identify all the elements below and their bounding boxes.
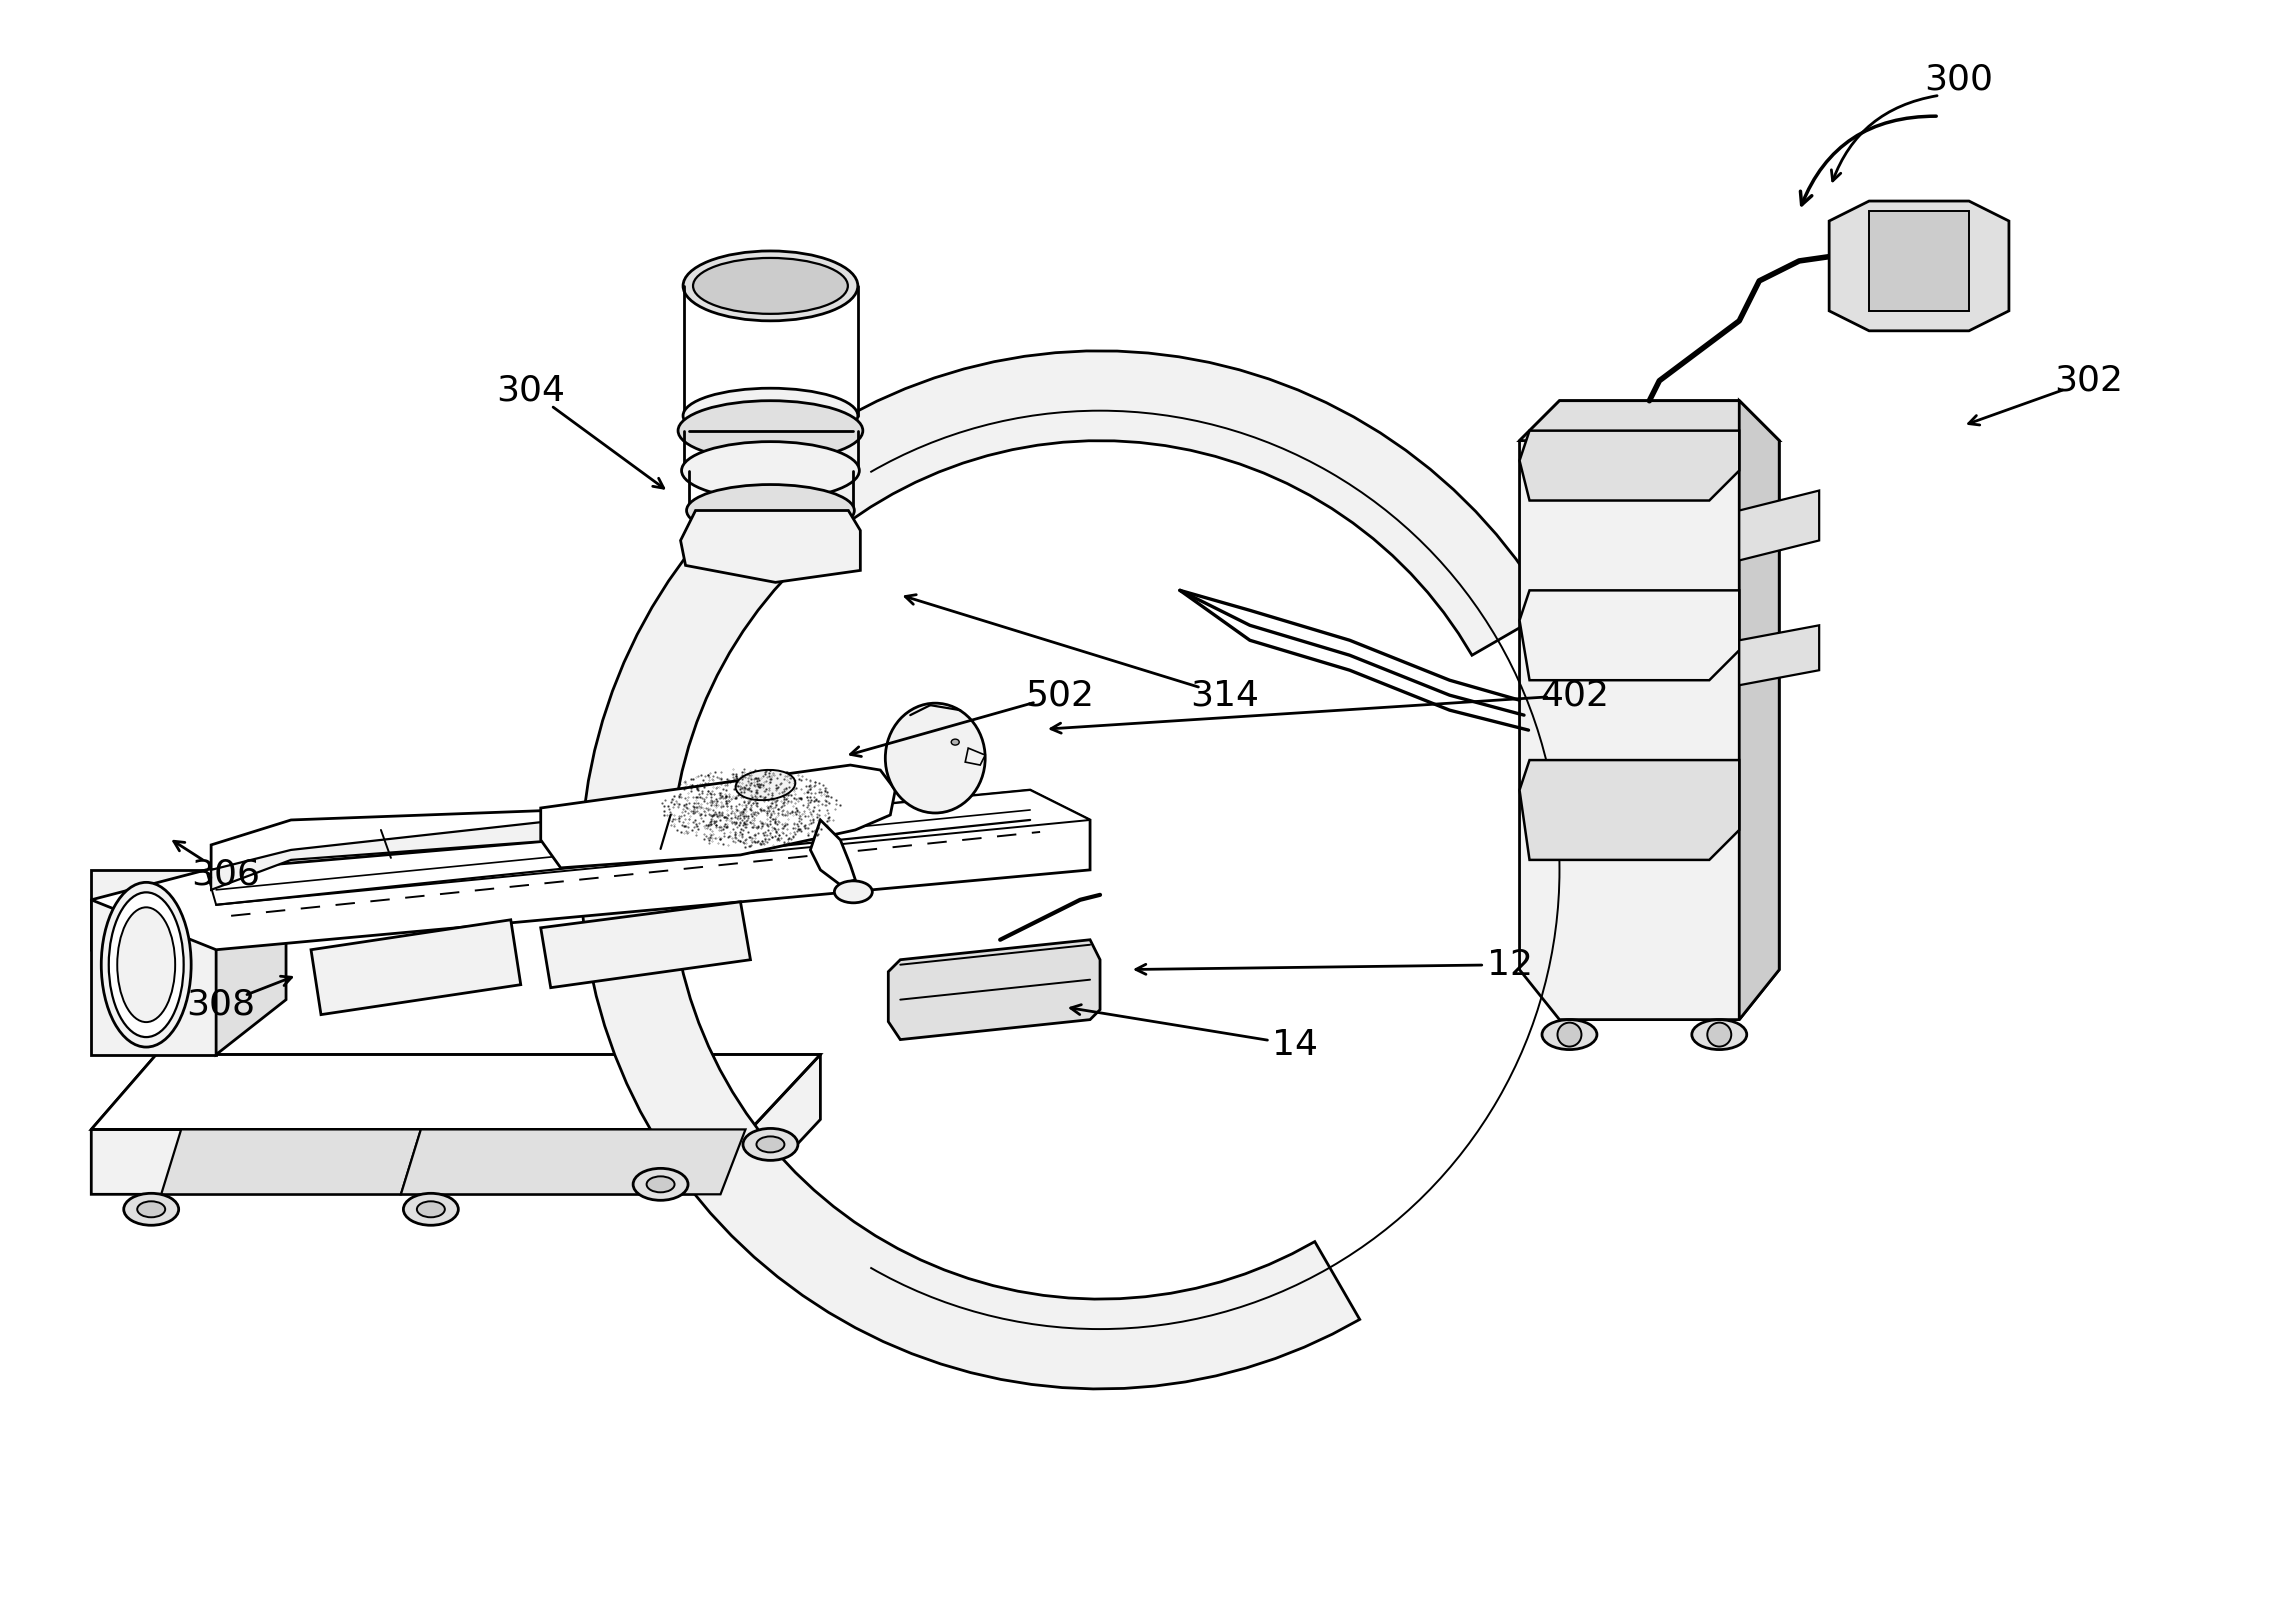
Polygon shape: [966, 748, 984, 765]
Ellipse shape: [102, 882, 191, 1047]
Ellipse shape: [684, 251, 857, 320]
Polygon shape: [1521, 431, 1739, 501]
Ellipse shape: [1541, 1020, 1598, 1050]
Polygon shape: [400, 1129, 746, 1194]
Polygon shape: [161, 1129, 421, 1194]
Ellipse shape: [834, 881, 873, 903]
Ellipse shape: [118, 908, 175, 1021]
Polygon shape: [1830, 202, 2009, 331]
Text: 302: 302: [2055, 363, 2123, 397]
Polygon shape: [91, 1055, 821, 1194]
Text: 300: 300: [1925, 62, 1993, 96]
Ellipse shape: [634, 1169, 689, 1201]
Ellipse shape: [136, 1201, 166, 1217]
Circle shape: [1557, 1023, 1582, 1047]
Polygon shape: [91, 789, 1091, 949]
Polygon shape: [211, 810, 561, 869]
Polygon shape: [1521, 400, 1780, 1020]
Polygon shape: [1521, 400, 1780, 440]
Polygon shape: [1521, 760, 1739, 860]
Ellipse shape: [884, 703, 984, 813]
Ellipse shape: [684, 387, 857, 443]
Polygon shape: [207, 789, 1091, 905]
Ellipse shape: [757, 1137, 784, 1153]
Polygon shape: [580, 351, 1550, 1390]
Ellipse shape: [1691, 1020, 1746, 1050]
Polygon shape: [1868, 211, 1968, 311]
Text: 304: 304: [496, 373, 566, 408]
Text: 306: 306: [191, 858, 261, 892]
Ellipse shape: [646, 1177, 675, 1193]
Polygon shape: [311, 921, 521, 1015]
Polygon shape: [91, 1055, 821, 1129]
Polygon shape: [541, 765, 896, 868]
Polygon shape: [211, 820, 561, 890]
Polygon shape: [811, 820, 855, 885]
Ellipse shape: [682, 442, 859, 500]
Ellipse shape: [123, 1193, 180, 1225]
Polygon shape: [1739, 490, 1818, 560]
Ellipse shape: [416, 1201, 446, 1217]
Polygon shape: [91, 869, 216, 1055]
Polygon shape: [1521, 591, 1739, 680]
Text: 12: 12: [1487, 948, 1532, 981]
Polygon shape: [216, 825, 286, 1055]
Ellipse shape: [109, 892, 184, 1037]
Text: 14: 14: [1273, 1028, 1318, 1061]
Text: 314: 314: [1191, 679, 1259, 712]
Ellipse shape: [686, 485, 855, 536]
Ellipse shape: [736, 770, 796, 800]
Text: 402: 402: [1541, 679, 1609, 712]
Polygon shape: [680, 511, 861, 583]
Text: 502: 502: [1025, 679, 1096, 712]
Polygon shape: [541, 901, 750, 988]
Ellipse shape: [402, 1193, 459, 1225]
Ellipse shape: [693, 258, 848, 314]
Ellipse shape: [677, 400, 864, 461]
Ellipse shape: [950, 740, 959, 744]
Polygon shape: [1739, 626, 1818, 685]
Polygon shape: [1739, 400, 1780, 1020]
Text: 308: 308: [186, 988, 255, 1021]
Polygon shape: [889, 940, 1100, 1039]
Ellipse shape: [743, 1129, 798, 1161]
Circle shape: [1707, 1023, 1732, 1047]
